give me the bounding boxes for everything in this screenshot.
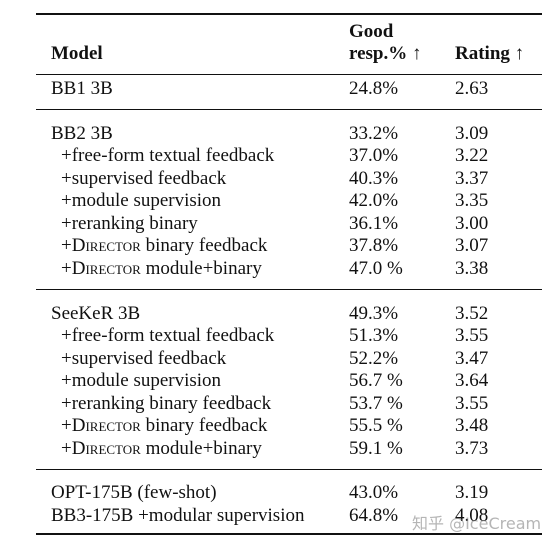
model-cell: +free-form textual feedback <box>61 325 275 346</box>
header-good-line1: Good <box>349 21 394 42</box>
model-cell: +Director module+binary <box>61 258 262 280</box>
table-row: +module supervision 42.0% 3.35 <box>36 190 542 212</box>
table-row: SeeKeR 3B 49.3% 3.52 <box>36 303 542 325</box>
rating-cell: 3.47 <box>455 348 489 369</box>
good-resp-cell: 36.1% <box>349 213 399 234</box>
good-resp-cell: 42.0% <box>349 190 399 211</box>
good-resp-cell: 37.0% <box>349 145 399 166</box>
model-cell: +supervised feedback <box>61 348 227 369</box>
rating-cell: 3.55 <box>455 325 489 346</box>
table-row: BB1 3B 24.8% 2.63 <box>36 78 542 100</box>
rating-cell: 2.63 <box>455 78 489 99</box>
rating-cell: 3.00 <box>455 213 489 234</box>
table-row: BB3-175B +modular supervision 64.8% 4.08 <box>36 505 542 527</box>
table-row: +Director module+binary 59.1 % 3.73 <box>36 438 542 460</box>
model-cell: SeeKeR 3B <box>51 303 141 324</box>
model-cell: BB1 3B <box>51 78 113 99</box>
table-row: +Director module+binary 47.0 % 3.38 <box>36 258 542 280</box>
table-row: +Director binary feedback 37.8% 3.07 <box>36 235 542 257</box>
bottom-rule <box>36 533 542 535</box>
model-cell: +supervised feedback <box>61 168 227 189</box>
good-resp-cell: 59.1 % <box>349 438 403 459</box>
model-prefix: + <box>61 415 72 436</box>
watermark: 知乎 @IceCream <box>412 514 542 533</box>
group-rule <box>36 289 542 290</box>
rating-cell: 3.48 <box>455 415 489 436</box>
header-rating: Rating ↑ <box>455 43 525 64</box>
good-resp-cell: 24.8% <box>349 78 399 99</box>
model-cell: +module supervision <box>61 190 222 211</box>
table-row: +module supervision 56.7 % 3.64 <box>36 370 542 392</box>
rating-cell: 3.64 <box>455 370 489 391</box>
model-suffix: binary feedback <box>140 415 268 436</box>
model-prefix: + <box>61 258 72 279</box>
director-name: Director <box>71 438 141 459</box>
table-row: +supervised feedback 40.3% 3.37 <box>36 168 542 190</box>
good-resp-cell: 51.3% <box>349 325 399 346</box>
good-resp-cell: 55.5 % <box>349 415 403 436</box>
rating-cell: 3.07 <box>455 235 489 256</box>
director-name: Director <box>71 415 141 436</box>
model-cell: BB2 3B <box>51 123 113 144</box>
rating-cell: 3.09 <box>455 123 489 144</box>
good-resp-cell: 64.8% <box>349 505 399 526</box>
good-resp-cell: 40.3% <box>349 168 399 189</box>
rating-cell: 3.38 <box>455 258 489 279</box>
good-resp-cell: 56.7 % <box>349 370 403 391</box>
model-cell: OPT-175B (few-shot) <box>51 482 217 503</box>
rating-cell: 3.37 <box>455 168 489 189</box>
model-cell: +Director module+binary <box>61 438 262 460</box>
good-resp-cell: 43.0% <box>349 482 399 503</box>
model-prefix: + <box>61 235 72 256</box>
good-resp-cell: 53.7 % <box>349 393 403 414</box>
group-rule <box>36 469 542 470</box>
rating-cell: 3.52 <box>455 303 489 324</box>
rating-cell: 3.19 <box>455 482 489 503</box>
director-name: Director <box>71 258 141 279</box>
good-resp-cell: 49.3% <box>349 303 399 324</box>
rating-cell: 3.73 <box>455 438 489 459</box>
rating-cell: 3.55 <box>455 393 489 414</box>
model-cell: BB3-175B +modular supervision <box>51 505 305 526</box>
good-resp-cell: 37.8% <box>349 235 399 256</box>
top-rule <box>36 13 542 15</box>
rating-cell: 4.08 <box>455 505 489 526</box>
table-row: +Director binary feedback 55.5 % 3.48 <box>36 415 542 437</box>
model-cell: +Director binary feedback <box>61 415 267 437</box>
model-cell: +Director binary feedback <box>61 235 267 257</box>
table-row: +reranking binary 36.1% 3.00 <box>36 213 542 235</box>
good-resp-cell: 52.2% <box>349 348 399 369</box>
model-suffix: binary feedback <box>140 235 268 256</box>
group-rule <box>36 109 542 110</box>
table-row: +reranking binary feedback 53.7 % 3.55 <box>36 393 542 415</box>
model-suffix: module+binary <box>140 438 262 459</box>
rating-cell: 3.22 <box>455 145 489 166</box>
good-resp-cell: 33.2% <box>349 123 399 144</box>
model-cell: +reranking binary feedback <box>61 393 272 414</box>
good-resp-cell: 47.0 % <box>349 258 403 279</box>
table-row: OPT-175B (few-shot) 43.0% 3.19 <box>36 482 542 504</box>
table-row: +supervised feedback 52.2% 3.47 <box>36 348 542 370</box>
model-cell: +module supervision <box>61 370 222 391</box>
director-name: Director <box>71 235 141 256</box>
table-row: +free-form textual feedback 37.0% 3.22 <box>36 145 542 167</box>
header-good-line2: resp.% ↑ <box>349 43 422 64</box>
table-row: BB2 3B 33.2% 3.09 <box>36 123 542 145</box>
model-prefix: + <box>61 438 72 459</box>
table-row: +free-form textual feedback 51.3% 3.55 <box>36 325 542 347</box>
model-suffix: module+binary <box>140 258 262 279</box>
header-model: Model <box>51 43 103 64</box>
header-rule <box>36 74 542 75</box>
model-cell: +reranking binary <box>61 213 198 234</box>
model-cell: +free-form textual feedback <box>61 145 275 166</box>
rating-cell: 3.35 <box>455 190 489 211</box>
